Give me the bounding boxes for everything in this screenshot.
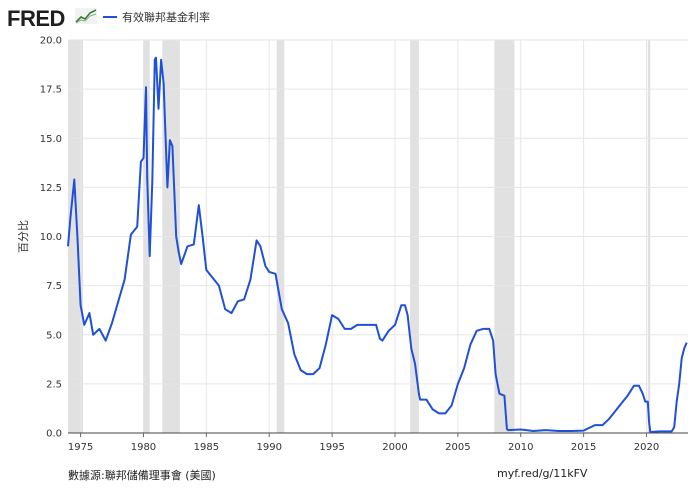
legend-series-label[interactable]: 有效聯邦基金利率 <box>122 11 210 24</box>
y-tick-label: 7.5 <box>46 281 62 292</box>
y-tick-label: 15.0 <box>40 134 62 145</box>
series-line-fed-funds-rate[interactable] <box>67 56 688 433</box>
fred-logo-graph-icon <box>75 8 97 24</box>
x-tick-label: 2000 <box>382 442 407 453</box>
y-tick-label: 0.0 <box>46 429 62 440</box>
footer-source: 數據源:聯邦儲備理事會 (美國) <box>68 469 216 482</box>
x-tick-label: 2020 <box>634 442 659 453</box>
footer-short-url[interactable]: myf.red/g/11kFV <box>497 467 588 480</box>
x-axis-ticks: 1975 1980 1985 1990 1995 2000 2005 2010 2015 2020 <box>68 433 659 453</box>
legend-series-swatch <box>103 16 117 18</box>
y-tick-label: 5.0 <box>46 330 62 341</box>
y-tick-label: 17.5 <box>40 85 62 96</box>
chart-header: FRED 有效聯邦基金利率 <box>0 0 700 34</box>
y-axis-ticks: 0.0 2.5 5.0 7.5 10.0 12.5 15.0 17.5 20.0 <box>40 36 62 440</box>
x-tick-label: 2015 <box>571 442 596 453</box>
x-tick-label: 1990 <box>256 442 281 453</box>
y-tick-label: 2.5 <box>46 379 62 390</box>
fred-logo[interactable]: FRED <box>7 6 65 31</box>
y-tick-label: 12.5 <box>40 183 62 194</box>
x-tick-label: 1975 <box>68 442 93 453</box>
x-tick-label: 2005 <box>445 442 470 453</box>
grid-lines <box>68 39 688 433</box>
x-tick-label: 1985 <box>194 442 219 453</box>
y-tick-label: 10.0 <box>40 232 62 243</box>
x-tick-label: 2010 <box>508 442 533 453</box>
y-tick-label: 20.0 <box>40 36 62 47</box>
y-axis-label: 百分比 <box>17 220 30 253</box>
x-tick-label: 1995 <box>319 442 344 453</box>
x-tick-label: 1980 <box>131 442 156 453</box>
